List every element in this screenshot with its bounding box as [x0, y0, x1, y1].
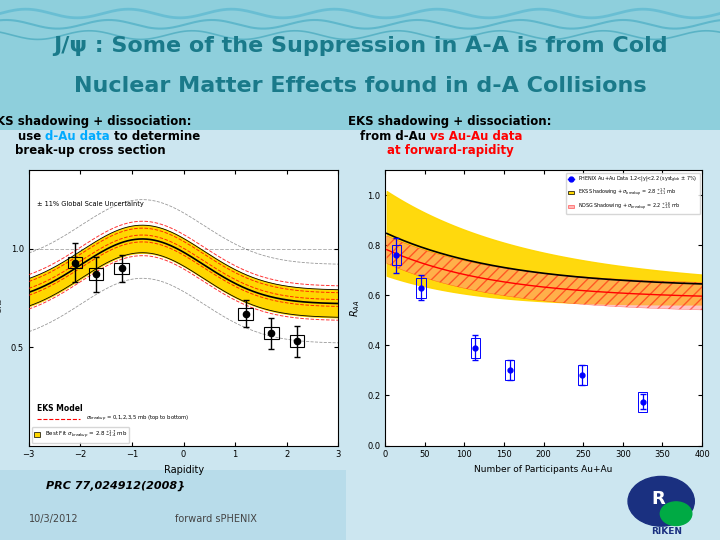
Text: forward sPHENIX: forward sPHENIX — [175, 515, 257, 524]
Text: EKS shadowing + dissociation:: EKS shadowing + dissociation: — [348, 115, 552, 128]
Circle shape — [660, 502, 692, 525]
Bar — [68, 256, 83, 268]
Bar — [0, 470, 346, 540]
Text: PRC 77,024912(2008}: PRC 77,024912(2008} — [45, 481, 185, 491]
Text: J/ψ : Some of the Suppression in A-A is from Cold: J/ψ : Some of the Suppression in A-A is … — [53, 36, 667, 56]
Bar — [114, 262, 129, 274]
Bar — [290, 335, 305, 347]
Bar — [392, 245, 401, 265]
Legend: Best Fit $\sigma_{breakup}$ = 2.8 $^{+1.7}_{-1.4}$ mb: Best Fit $\sigma_{breakup}$ = 2.8 $^{+1.… — [32, 427, 130, 443]
Bar — [238, 308, 253, 320]
Text: vs Au-Au data: vs Au-Au data — [430, 130, 523, 143]
Bar — [264, 327, 279, 339]
X-axis label: Rapidity: Rapidity — [163, 465, 204, 475]
Y-axis label: $R_{dAu}$: $R_{dAu}$ — [0, 297, 5, 319]
Text: 10/3/2012: 10/3/2012 — [29, 515, 78, 524]
Y-axis label: $R_{AA}$: $R_{AA}$ — [348, 299, 361, 316]
Text: break-up cross section: break-up cross section — [14, 144, 166, 157]
Text: RIKEN: RIKEN — [651, 526, 682, 536]
Text: EKS shadowing + dissociation:: EKS shadowing + dissociation: — [0, 115, 192, 128]
Text: ± 11% Global Scale Uncertainty: ± 11% Global Scale Uncertainty — [37, 200, 143, 206]
Bar — [638, 392, 647, 411]
Text: Nuclear Matter Effects found in d-A Collisions: Nuclear Matter Effects found in d-A Coll… — [73, 76, 647, 97]
X-axis label: Number of Participants Au+Au: Number of Participants Au+Au — [474, 465, 613, 474]
Circle shape — [628, 476, 694, 526]
Text: R: R — [651, 490, 665, 508]
Bar — [0, 0, 720, 130]
Text: $\sigma_{breakup}$ = 0,1,2,3,5 mb (top to bottom): $\sigma_{breakup}$ = 0,1,2,3,5 mb (top t… — [86, 414, 189, 424]
Bar — [471, 338, 480, 358]
Bar — [416, 278, 426, 298]
Legend: PHENIX Au+Au Data 1.2<|y|<2.2 (syst$_{glob}$ ± 7%), EKS Shadowing + $\sigma_{bre: PHENIX Au+Au Data 1.2<|y|<2.2 (syst$_{gl… — [567, 173, 700, 214]
Text: use: use — [18, 130, 45, 143]
Text: to determine: to determine — [110, 130, 200, 143]
Bar — [0, 130, 720, 540]
Text: d-Au data: d-Au data — [45, 130, 110, 143]
Text: from d-Au: from d-Au — [360, 130, 430, 143]
Bar — [505, 360, 514, 380]
Bar — [577, 366, 588, 386]
Bar — [89, 268, 103, 280]
Text: at forward-rapidity: at forward-rapidity — [387, 144, 513, 157]
Text: EKS Model: EKS Model — [37, 404, 82, 413]
